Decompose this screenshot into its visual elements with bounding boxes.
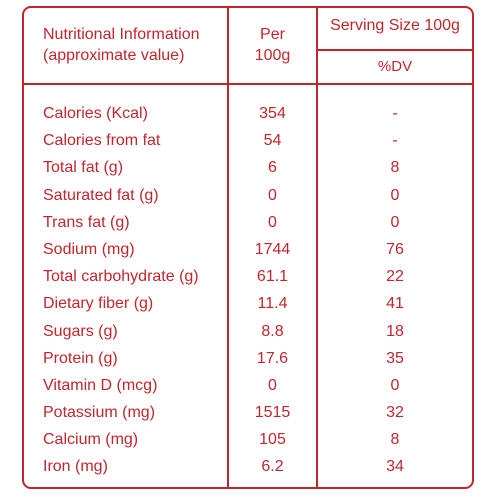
nutrient-per-100g: 6.2 [261,458,284,476]
nutrient-dv: 35 [386,349,404,367]
serving-size-divider [316,49,472,51]
nutrient-name: Sodium (mg) [43,240,135,258]
nutrient-per-100g: 1744 [254,240,291,258]
nutrient-per-100g: 105 [259,431,286,449]
nutrient-dv: 18 [386,322,404,340]
nutrient-dv: 41 [386,295,404,313]
nutrient-per-100g: 17.6 [256,349,289,367]
nutrient-name: Calories (Kcal) [43,105,148,122]
nutrient-column-header: Nutritional Information (approximate valu… [43,24,200,66]
nutrient-name: Dietary fiber (g) [43,295,154,313]
nutrient-row: Sodium (mg) 1744 76 [24,236,472,263]
nutrient-name: Saturated fat (g) [43,186,159,204]
nutrient-dv: - [392,132,398,150]
nutrient-name: Sugars (g) [43,322,118,340]
nutrient-dv: - [392,105,398,122]
nutrient-name: Calories from fat [43,132,161,150]
nutrient-name: Total carbohydrate (g) [43,268,199,286]
nutrient-name: Protein (g) [43,349,118,367]
nutrient-heading-line2: (approximate value) [43,47,185,64]
nutrient-row: Protein (g) 17.6 35 [24,345,472,372]
nutrient-name: Total fat (g) [43,159,124,177]
nutrient-row: Total fat (g) 6 8 [24,154,472,181]
nutrition-facts-panel: Nutritional Information (approximate valu… [22,6,474,489]
nutrient-dv: 0 [390,213,400,231]
nutrient-per-100g: 0 [268,186,277,204]
nutrient-dv: 22 [386,268,404,286]
nutrient-row: Calories (Kcal) 354 - [24,100,472,127]
nutrient-dv: 34 [386,458,404,476]
nutrient-name: Iron (mg) [43,458,108,476]
nutrient-dv: 76 [386,240,404,258]
nutrient-dv: 8 [390,431,400,449]
nutrient-row: Total carbohydrate (g) 61.1 22 [24,263,472,290]
nutrient-row: Trans fat (g) 0 0 [24,209,472,236]
nutrient-row: Potassium (mg) 1515 32 [24,399,472,426]
nutrient-heading-line1: Nutritional Information [43,26,200,43]
nutrient-name: Vitamin D (mcg) [43,376,158,394]
nutrient-dv: 0 [390,376,400,394]
serving-size-header: Serving Size 100g [330,17,460,34]
nutrient-per-100g: 8.8 [261,322,284,340]
nutrient-row: Calcium (mg) 105 8 [24,426,472,453]
nutrient-row: Calories from fat 54 - [24,127,472,154]
nutrient-per-100g: 0 [268,376,277,394]
nutrient-per-100g: 6 [268,159,277,177]
nutrient-per-100g: 11.4 [257,295,288,313]
header-divider [24,83,472,85]
nutrient-name: Potassium (mg) [43,404,156,422]
nutrient-per-100g: 0 [268,213,277,231]
nutrient-row: Dietary fiber (g) 11.4 41 [24,290,472,317]
per-heading-line2: 100g [254,47,291,64]
per-heading-line1: Per [260,26,285,43]
dv-column-header: %DV [377,58,413,75]
nutrient-row: Vitamin D (mcg) 0 0 [24,372,472,399]
column-divider-per [227,8,229,487]
nutrient-dv: 0 [390,186,400,204]
nutrient-rows: Calories (Kcal) 354 - Calories from fat 54 -… [24,100,472,481]
nutrient-name: Trans fat (g) [43,213,130,231]
nutrient-dv: 32 [386,404,404,422]
nutrient-per-100g: 61.1 [256,268,289,286]
per-100g-column-header: Per 100g [229,24,316,66]
nutrient-per-100g: 354 [259,105,286,122]
nutrient-dv: 8 [390,159,400,177]
nutrient-name: Calcium (mg) [43,431,139,449]
nutrient-per-100g: 54 [263,132,282,150]
column-divider-dv [316,8,318,487]
nutrient-per-100g: 1515 [254,404,291,422]
nutrient-row: Iron (mg) 6.2 34 [24,453,472,480]
nutrient-row: Sugars (g) 8.8 18 [24,318,472,345]
nutrient-row: Saturated fat (g) 0 0 [24,182,472,209]
